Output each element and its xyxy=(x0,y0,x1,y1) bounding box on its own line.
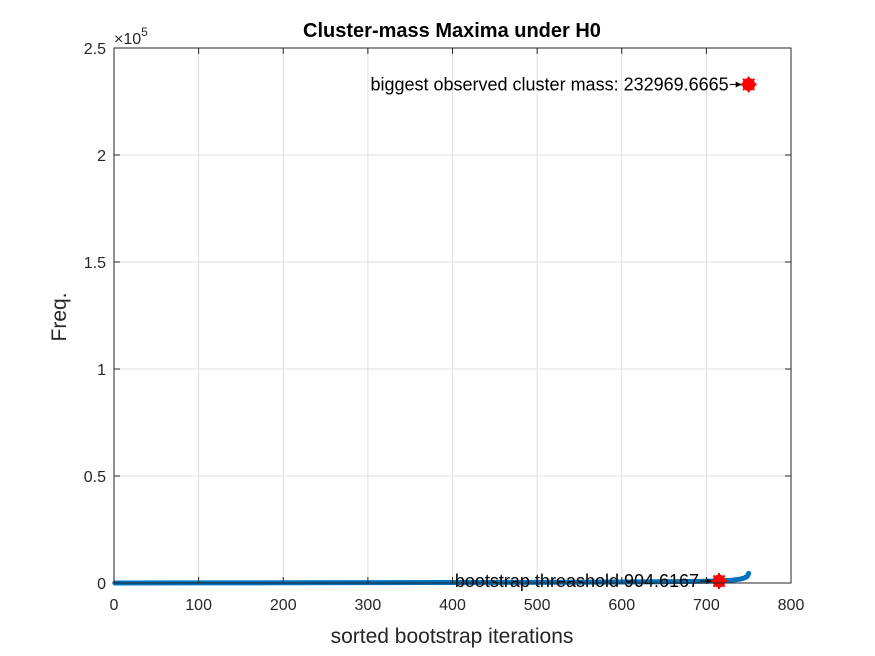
y-axis-exponent-base: ×10 xyxy=(114,31,141,48)
y-axis-exponent-power: 5 xyxy=(141,25,148,39)
annotation-label: biggest observed cluster mass: 232969.66… xyxy=(370,74,728,94)
y-tick-label: 0 xyxy=(97,576,106,593)
x-axis-label: sorted bootstrap iterations xyxy=(331,625,574,648)
annotation-arrowhead xyxy=(735,81,742,88)
x-tick-label: 300 xyxy=(355,597,382,614)
marker-star xyxy=(711,573,728,590)
y-tick-label: 0.5 xyxy=(84,469,106,486)
y-axis-label: Freq. xyxy=(48,292,71,341)
x-tick-label: 800 xyxy=(778,597,805,614)
annotation-layer: biggest observed cluster mass: 232969.66… xyxy=(370,74,742,591)
annotation-label: bootstrap threashold 904.6167 xyxy=(455,571,699,591)
y-axis-exponent: ×105 xyxy=(114,25,148,48)
x-tick-label: 700 xyxy=(693,597,720,614)
y-tick-labels: 0 0.5 1 1.5 2 2.5 xyxy=(84,41,106,593)
y-tick-label: 2.5 xyxy=(84,41,106,58)
x-tick-label: 100 xyxy=(185,597,212,614)
x-tick-label: 600 xyxy=(608,597,635,614)
marker-star xyxy=(740,76,757,93)
x-tick-labels: 0 100 200 300 400 500 600 700 800 xyxy=(110,597,805,614)
grid-lines xyxy=(114,48,791,583)
x-tick-label: 400 xyxy=(439,597,466,614)
y-tick-label: 1 xyxy=(97,362,106,379)
chart-title: Cluster-mass Maxima under H0 xyxy=(303,20,601,42)
y-tick-label: 1.5 xyxy=(84,255,106,272)
x-tick-label: 200 xyxy=(270,597,297,614)
marker-layer xyxy=(711,76,757,590)
x-tick-label: 0 xyxy=(110,597,119,614)
tick-marks xyxy=(113,47,792,584)
y-tick-label: 2 xyxy=(97,148,106,165)
x-tick-label: 500 xyxy=(524,597,551,614)
